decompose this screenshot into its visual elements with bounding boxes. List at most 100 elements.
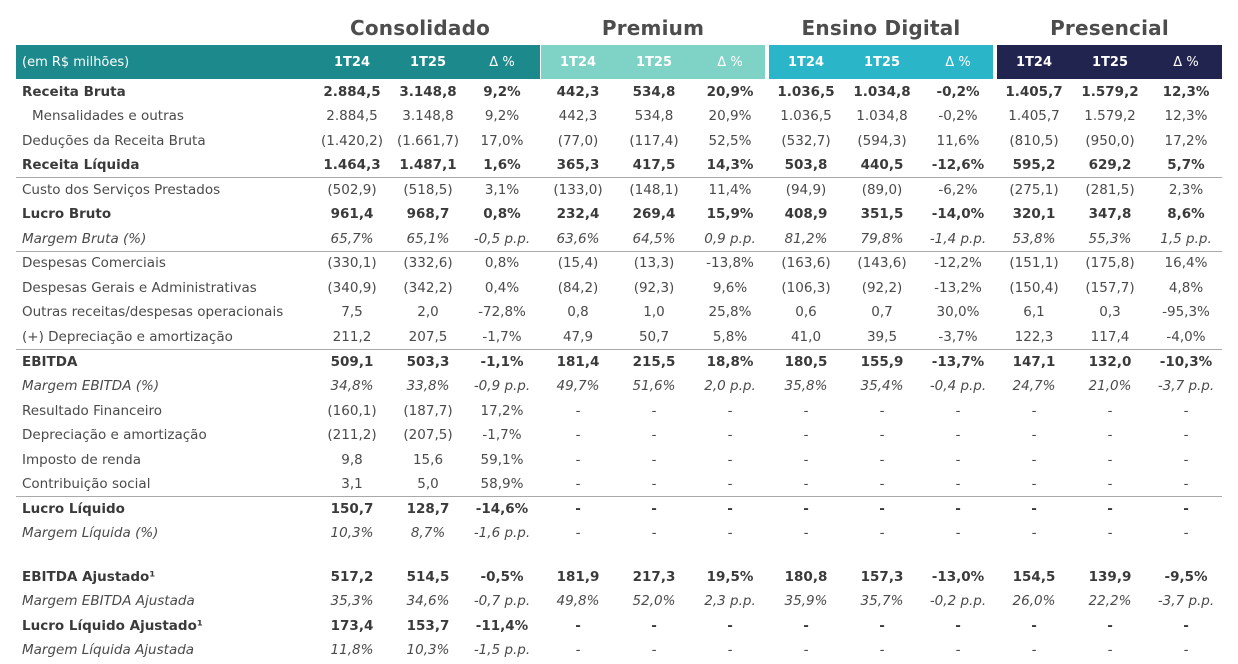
table-cell: 173,4 (330, 618, 374, 634)
table-cell: 63,6% (556, 231, 600, 247)
table-cell: - (879, 642, 885, 658)
table-cell: (342,2) (403, 280, 453, 296)
table-cell: -10,3% (1159, 354, 1213, 370)
table-cell: - (651, 452, 657, 468)
table-cell: 1,6% (483, 157, 521, 173)
table-cell: 1.579,2 (1081, 84, 1139, 100)
table-cell: -3,7% (938, 329, 978, 345)
column-header: 1T25 (863, 54, 900, 70)
table-cell: 35,3% (330, 593, 374, 609)
table-cell: - (955, 427, 961, 443)
table-cell: 25,8% (708, 304, 752, 320)
table-cell: 968,7 (406, 206, 450, 222)
table-cell: 24,7% (1012, 378, 1056, 394)
table-cell: (94,9) (785, 182, 827, 198)
table-cell: 217,3 (632, 569, 676, 585)
table-cell: - (1183, 525, 1189, 541)
table-row: Margem EBITDA Ajustada 35,3% 34,6% -0,7 p.p… (16, 589, 1222, 613)
table-cell: 2,0 p.p. (704, 378, 756, 394)
table-cell: - (1031, 476, 1037, 492)
table-cell: 365,3 (556, 157, 600, 173)
table-cell: - (575, 452, 581, 468)
table-cell: 155,9 (860, 354, 904, 370)
table-cell: 2,3% (1168, 182, 1204, 198)
row-label: (+) Depreciação e amortização (22, 329, 233, 345)
table-cell: 320,1 (1012, 206, 1056, 222)
table-cell: 16,4% (1164, 255, 1208, 271)
row-label: Receita Bruta (22, 84, 126, 100)
table-cell: - (1031, 525, 1037, 541)
table-cell: - (803, 476, 809, 492)
table-cell: 26,0% (1012, 593, 1056, 609)
table-cell: - (1183, 403, 1189, 419)
table-cell: 64,5% (632, 231, 676, 247)
table-cell: 2.884,5 (326, 108, 378, 124)
table-cell: - (727, 525, 733, 541)
table-cell: 3,1% (484, 182, 520, 198)
table-cell: 207,5 (408, 329, 448, 345)
table-cell: (163,6) (781, 255, 831, 271)
table-cell: 157,3 (860, 569, 904, 585)
table-row: Margem Líquida (%) 10,3% 8,7% -1,6 p.p. - - - -… (16, 521, 1222, 545)
table-cell: - (1183, 476, 1189, 492)
table-cell: 52,0% (632, 593, 676, 609)
table-cell: - (1031, 452, 1037, 468)
table-cell: -13,2% (934, 280, 982, 296)
column-header: 1T24 (333, 54, 370, 70)
table-cell: - (1183, 618, 1189, 634)
table-row: Mensalidades e outras 2.884,5 3.148,8 9,2% 4… (16, 104, 1222, 128)
table-cell: 51,6% (632, 378, 676, 394)
table-cell: 58,9% (480, 476, 524, 492)
column-header: Δ % (717, 54, 743, 70)
row-label: Imposto de renda (22, 452, 141, 468)
table-row: Resultado Financeiro (160,1) (187,7) 17,2% -… (16, 399, 1222, 423)
table-cell: (143,6) (857, 255, 907, 271)
table-cell: 1.405,7 (1005, 84, 1063, 100)
table-cell: 442,3 (556, 84, 600, 100)
table-cell: -1,7% (482, 427, 522, 443)
segment-header-bar: 1T24 1T25 Δ % (997, 45, 1222, 79)
table-cell: - (1107, 642, 1113, 658)
table-cell: (77,0) (557, 133, 599, 149)
table-cell: 517,2 (330, 569, 374, 585)
row-label: Depreciação e amortização (22, 427, 207, 443)
table-cell: - (651, 476, 657, 492)
table-row: EBITDA Ajustado¹ 517,2 514,5 -0,5% 181,9 217,… (16, 565, 1222, 589)
table-cell: - (879, 476, 885, 492)
table-cell: - (651, 642, 657, 658)
table-cell: 6,1 (1023, 304, 1045, 320)
segment-title: Ensino Digital (801, 16, 961, 40)
table-cell: 20,9% (708, 108, 752, 124)
row-label: Margem Bruta (%) (22, 231, 147, 247)
table-cell: 503,8 (784, 157, 828, 173)
table-cell: - (651, 525, 657, 541)
table-cell: 150,7 (330, 501, 374, 517)
column-header: 1T25 (409, 54, 446, 70)
row-label: Lucro Líquido (22, 501, 125, 517)
table-cell: 1.487,1 (399, 157, 457, 173)
table-cell: (133,0) (553, 182, 603, 198)
table-cell: 5,7% (1167, 157, 1205, 173)
table-cell: (106,3) (781, 280, 831, 296)
table-cell: 154,5 (1012, 569, 1056, 585)
table-cell: 1.034,8 (853, 84, 911, 100)
row-divider (16, 496, 1222, 497)
column-header: 1T24 (1015, 54, 1052, 70)
table-cell: 65,1% (406, 231, 450, 247)
row-label: Mensalidades e outras (32, 108, 184, 124)
table-cell: (1.420,2) (320, 133, 384, 149)
table-cell: 534,8 (634, 108, 674, 124)
table-cell: - (1183, 452, 1189, 468)
table-cell: 53,8% (1012, 231, 1056, 247)
row-label: Despesas Comerciais (22, 255, 166, 271)
table-cell: (207,5) (403, 427, 453, 443)
table-cell: 351,5 (860, 206, 904, 222)
table-cell: 2,0 (417, 304, 439, 320)
table-cell: 50,7 (638, 329, 670, 345)
table-row: EBITDA 509,1 503,3 -1,1% 181,4 215,5 18,8% 180,… (16, 350, 1222, 374)
table-cell: 232,4 (556, 206, 600, 222)
column-header: Δ % (1173, 54, 1199, 70)
table-cell: -12,6% (931, 157, 985, 173)
table-cell: - (803, 452, 809, 468)
table-row: Despesas Comerciais (330,1) (332,6) 0,8% (15… (16, 251, 1222, 275)
